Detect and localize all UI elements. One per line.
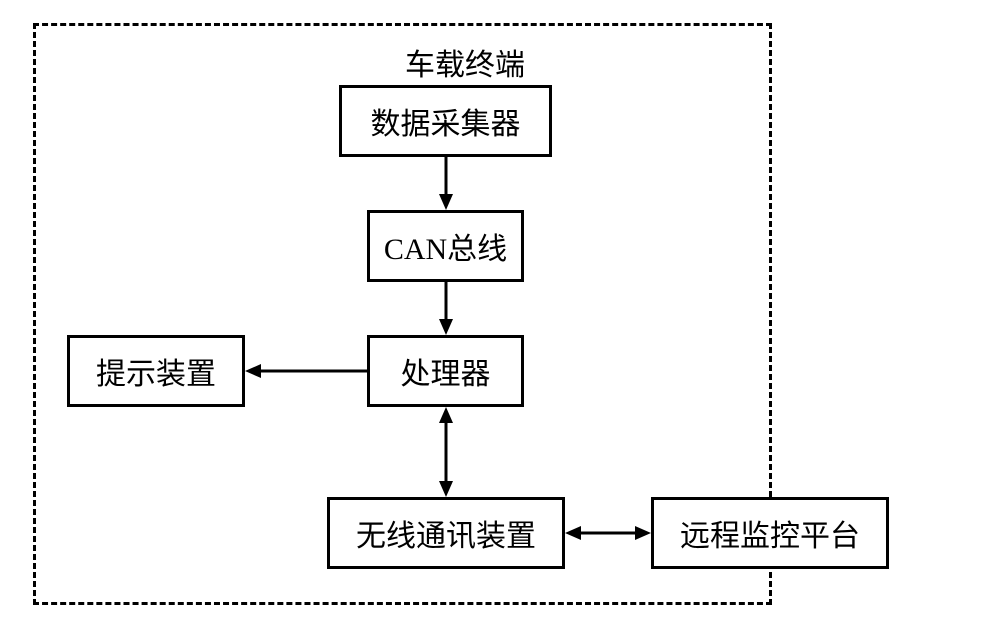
node-prompt-label: 提示装置 bbox=[96, 349, 216, 393]
node-collector: 数据采集器 bbox=[339, 85, 552, 157]
node-processor: 处理器 bbox=[367, 335, 524, 407]
node-can-label: CAN总线 bbox=[384, 224, 507, 268]
node-collector-label: 数据采集器 bbox=[371, 99, 521, 143]
node-remote-label: 远程监控平台 bbox=[680, 511, 860, 555]
node-processor-label: 处理器 bbox=[401, 349, 491, 393]
node-remote: 远程监控平台 bbox=[651, 497, 889, 569]
node-wireless: 无线通讯装置 bbox=[327, 497, 565, 569]
node-wireless-label: 无线通讯装置 bbox=[356, 511, 536, 555]
node-prompt: 提示装置 bbox=[67, 335, 245, 407]
terminal-title: 车载终端 bbox=[405, 40, 525, 84]
node-can: CAN总线 bbox=[367, 210, 524, 282]
diagram-canvas: 车载终端 数据采集器 CAN总线 处理器 提示装置 无线通讯装置 远程监控平台 bbox=[0, 0, 1000, 629]
